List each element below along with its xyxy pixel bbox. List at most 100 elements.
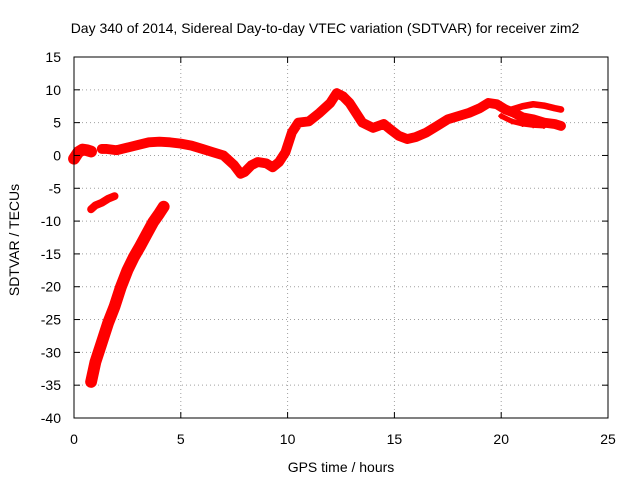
data-point xyxy=(237,170,244,177)
y-axis-label: SDTVAR / TECUs xyxy=(6,184,22,296)
y-tick-label: -35 xyxy=(41,377,61,393)
data-point xyxy=(519,120,526,127)
y-tick-label: -25 xyxy=(41,312,61,328)
data-point xyxy=(105,319,112,326)
data-point xyxy=(167,139,174,146)
y-tick-label: -20 xyxy=(41,279,61,295)
data-point xyxy=(380,120,387,127)
data-point xyxy=(111,193,118,200)
data-point xyxy=(117,283,124,290)
y-tick-label: -40 xyxy=(41,410,61,426)
data-point xyxy=(220,152,227,159)
data-point xyxy=(88,148,95,155)
tick-layer: 0 5 10 15 20 25 -40 -35 -30 -25 -20 -15 -10 -5 0 5 10 15 xyxy=(41,49,616,447)
y-tick-label: 10 xyxy=(45,82,61,98)
data-point xyxy=(98,339,105,346)
series-main xyxy=(96,88,566,179)
y-tick-label: -5 xyxy=(49,180,62,196)
x-tick-label: 0 xyxy=(70,431,78,447)
data-point xyxy=(540,122,547,129)
data-point xyxy=(316,109,323,116)
data-point xyxy=(485,99,492,106)
y-tick-label: -10 xyxy=(41,213,61,229)
data-point xyxy=(231,162,238,169)
data-point xyxy=(282,149,289,156)
data-point xyxy=(444,116,451,123)
data-point xyxy=(502,106,509,113)
data-point xyxy=(423,129,430,136)
y-tick-label: 15 xyxy=(45,49,61,65)
data-point xyxy=(558,122,565,129)
data-point xyxy=(156,138,163,145)
data-point xyxy=(143,231,150,238)
data-point xyxy=(209,149,216,156)
data-point xyxy=(88,206,95,213)
data-point xyxy=(352,109,359,116)
y-tick-label: -15 xyxy=(41,246,61,262)
data-point xyxy=(83,147,90,154)
data-point xyxy=(340,93,347,100)
data-point xyxy=(476,105,483,112)
data-point xyxy=(248,162,255,169)
x-tick-label: 10 xyxy=(280,431,296,447)
data-point xyxy=(105,195,112,202)
data-point xyxy=(455,113,462,120)
data-point xyxy=(551,120,558,127)
data-point xyxy=(103,145,110,152)
data-point xyxy=(295,119,302,126)
data-point xyxy=(305,118,312,125)
data-point xyxy=(137,243,144,250)
chart-title: Day 340 of 2014, Sidereal Day-to-day VTE… xyxy=(71,20,580,36)
x-tick-label: 25 xyxy=(600,431,616,447)
data-point xyxy=(177,140,184,147)
data-point xyxy=(124,144,131,151)
data-point xyxy=(359,119,366,126)
grid-layer xyxy=(74,57,608,418)
data-point xyxy=(156,210,163,217)
data-point xyxy=(333,90,340,97)
series-late-upper xyxy=(508,100,565,113)
data-point xyxy=(92,359,99,366)
data-point xyxy=(551,105,558,112)
data-point xyxy=(150,219,157,226)
data-point xyxy=(124,267,131,274)
data-point xyxy=(113,147,120,154)
data-point xyxy=(130,254,137,261)
data-point xyxy=(188,142,195,149)
data-point xyxy=(327,99,334,106)
plot-frame xyxy=(73,56,609,419)
data-point xyxy=(519,103,526,110)
x-axis-label: GPS time / hours xyxy=(288,459,395,475)
data-point xyxy=(395,132,402,139)
data-point xyxy=(98,199,105,206)
data-point xyxy=(530,116,537,123)
y-tick-label: 5 xyxy=(53,115,61,131)
data-point xyxy=(263,160,270,167)
data-point xyxy=(530,101,537,108)
x-tick-label: 20 xyxy=(493,431,509,447)
data-point xyxy=(135,141,142,148)
data-point xyxy=(288,129,295,136)
series-early-small xyxy=(87,192,119,214)
y-tick-label: 0 xyxy=(53,147,61,163)
x-tick-label: 15 xyxy=(387,431,403,447)
data-point xyxy=(88,378,95,385)
data-point xyxy=(466,109,473,116)
data-layer xyxy=(68,88,566,388)
data-point xyxy=(508,118,515,125)
data-point xyxy=(145,139,152,146)
series-early-rise xyxy=(85,200,170,388)
data-point xyxy=(412,134,419,141)
data-point xyxy=(508,106,515,113)
data-point xyxy=(530,122,537,129)
series-band xyxy=(85,200,170,388)
data-point xyxy=(346,99,353,106)
data-point xyxy=(241,168,248,175)
data-point xyxy=(199,145,206,152)
x-tick-label: 5 xyxy=(177,431,185,447)
data-point xyxy=(111,303,118,310)
data-point xyxy=(519,114,526,121)
data-point xyxy=(370,124,377,131)
data-point xyxy=(434,122,441,129)
